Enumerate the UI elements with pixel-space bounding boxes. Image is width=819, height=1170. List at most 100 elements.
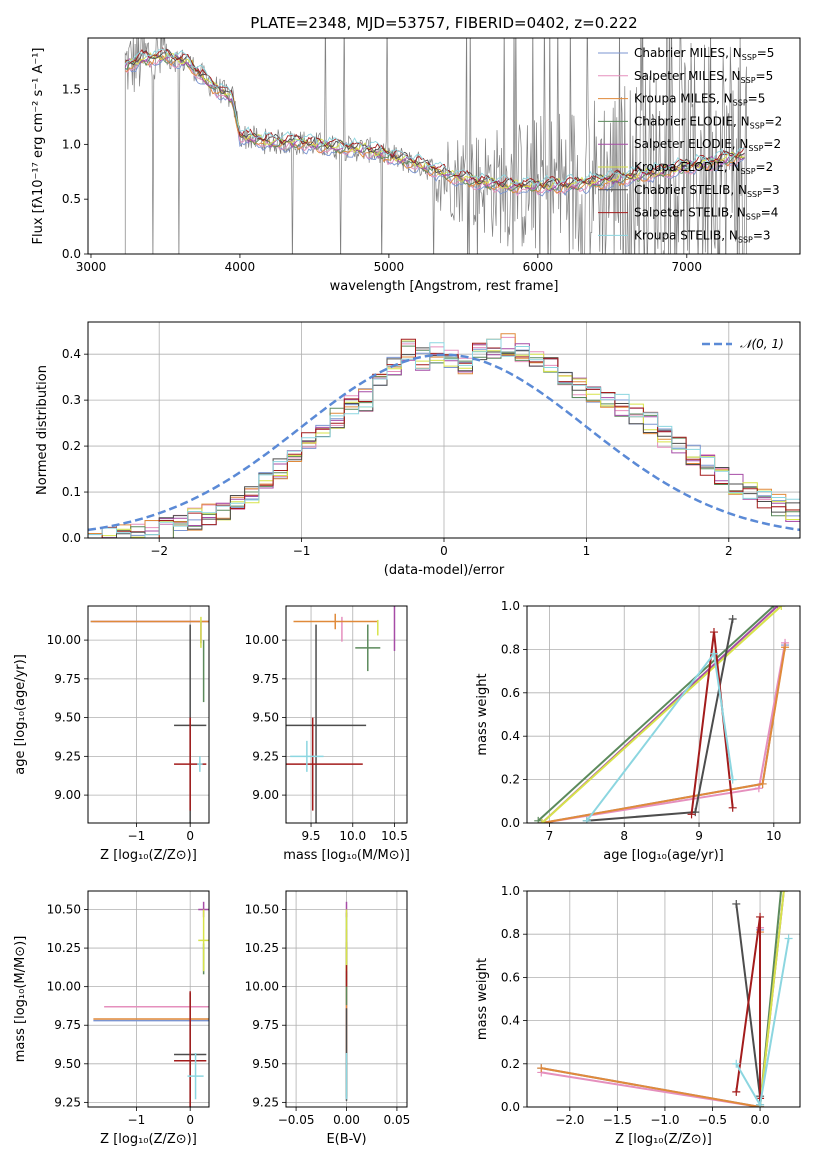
weight-line-kroupa-elodie xyxy=(541,606,782,823)
x-tick-label: 2 xyxy=(725,544,733,558)
plot-area xyxy=(88,891,209,1107)
plot-area xyxy=(527,606,800,823)
weight-line-chabrier-elodie xyxy=(537,606,775,822)
x-tick-label: 5000 xyxy=(374,260,405,274)
legend-tail: =5 xyxy=(748,92,766,106)
x-tick-label: −0.05 xyxy=(278,1113,315,1127)
legend-subscript: SSP xyxy=(747,190,762,199)
x-tick-label: 7 xyxy=(546,829,554,843)
x-axis-label: E(B-V) xyxy=(326,1132,366,1147)
x-tick-label: 10 xyxy=(766,829,781,843)
x-tick-label: −1 xyxy=(293,544,311,558)
y-tick-label: 9.50 xyxy=(54,1057,81,1071)
x-tick-label: −2 xyxy=(150,544,168,558)
x-tick-label: 9.5 xyxy=(301,829,320,843)
x-tick-label: 1 xyxy=(583,544,591,558)
marker-plus xyxy=(687,810,696,819)
x-tick-label: 4000 xyxy=(225,260,256,274)
histogram-chabrier-stelib xyxy=(88,347,800,538)
legend-text: Chabrier MILES, N xyxy=(634,46,742,60)
weight-line-kroupa-elodie xyxy=(759,891,785,1107)
axes-frame xyxy=(87,321,801,539)
y-tick-label: 10.25 xyxy=(47,941,81,955)
chart-title: PLATE=2348, MJD=53757, FIBERID=0402, z=0… xyxy=(250,14,637,32)
marker-plus xyxy=(709,649,718,658)
x-tick-label: 10.5 xyxy=(381,829,408,843)
y-tick-label: 9.75 xyxy=(54,1018,81,1032)
marker-plus xyxy=(776,891,785,895)
marker-plus xyxy=(779,891,788,895)
x-tick-label: −1 xyxy=(128,1113,146,1127)
y-tick-label: 10.00 xyxy=(245,633,279,647)
panel-mass_weight_vs_Z: −2.0 −1.5 −1.0 −0.5 0.0 0.0 0.2 0.4 0.6 0.8 1.0 Z [… xyxy=(475,884,801,1147)
legend-entry: Salpeter STELIB, NSSP=4 xyxy=(634,206,778,222)
y-tick-label: 9.50 xyxy=(252,711,279,725)
y-tick-label: 10.50 xyxy=(245,903,279,917)
legend-tail: =5 xyxy=(757,46,775,60)
y-tick-label: 10.00 xyxy=(47,980,81,994)
y-tick-label: 10.00 xyxy=(245,980,279,994)
panel-spectrum: 3000 4000 5000 6000 7000 0.0 0.5 1.0 1.5 PLATE=23… xyxy=(31,14,801,294)
panel-mass_vs_ebv: −0.05 0.00 0.05 9.25 9.50 9.75 10.00 10.25 10.50… xyxy=(245,890,410,1147)
marker-plus xyxy=(582,816,591,823)
legend-entry: Chabrier STELIB, NSSP=3 xyxy=(634,183,780,199)
histogram-kroupa-miles xyxy=(88,333,800,538)
x-tick-label: 9 xyxy=(695,829,703,843)
x-tick-label: −2.0 xyxy=(555,1113,584,1127)
y-tick-label: 0.2 xyxy=(501,773,520,787)
legend-text: Kroupa MILES, N xyxy=(634,92,733,106)
y-tick-label: 0.0 xyxy=(501,816,520,830)
y-tick-label: 10.25 xyxy=(245,941,279,955)
marker-plus xyxy=(784,934,793,943)
y-tick-label: 9.25 xyxy=(54,1095,81,1109)
weight-line-salpeter-miles xyxy=(541,642,786,823)
x-tick-label: −1.5 xyxy=(603,1113,632,1127)
y-tick-label: 0.4 xyxy=(62,347,81,361)
model-spectrum-salpeter-elodie xyxy=(124,52,745,192)
y-tick-label: 9.25 xyxy=(252,1095,279,1109)
y-tick-label: 9.25 xyxy=(252,749,279,763)
legend-subscript: SSP xyxy=(741,76,756,85)
weight-line-kroupa-miles xyxy=(541,647,786,823)
weight-line-salpeter-miles xyxy=(541,927,761,1107)
x-tick-label: −1 xyxy=(128,829,146,843)
plot-area xyxy=(527,891,800,1107)
axes-frame xyxy=(87,605,210,824)
panel-residuals: −2 −1 0 1 2 0.0 0.1 0.2 0.3 0.4 (data-model)/error… xyxy=(35,321,801,578)
y-tick-label: 1.5 xyxy=(62,83,81,97)
y-tick-label: 0.2 xyxy=(501,1057,520,1071)
x-axis-label: Z [log₁₀(Z/Z⊙)] xyxy=(100,1132,197,1147)
x-tick-label: 0.0 xyxy=(751,1113,770,1127)
model-spectrum-kroupa-stelib xyxy=(124,48,745,187)
histogram-kroupa-stelib xyxy=(88,338,800,538)
legend-entry: Salpeter ELODIE, NSSP=2 xyxy=(634,137,781,153)
legend-entry: Kroupa ELODIE, NSSP=2 xyxy=(634,160,773,176)
y-tick-label: 10.00 xyxy=(47,633,81,647)
legend-tail: =4 xyxy=(761,206,779,220)
x-tick-label: 10.0 xyxy=(339,829,366,843)
x-tick-label: −0.5 xyxy=(698,1113,727,1127)
marker-plus xyxy=(756,1100,765,1107)
x-axis-label: Z [log₁₀(Z/Z⊙)] xyxy=(615,1132,712,1147)
panel-mass_weight_vs_age: 7 8 9 10 0.0 0.2 0.4 0.6 0.8 1.0 age [log₁₀(age/yr… xyxy=(475,599,801,863)
axes-frame xyxy=(87,37,801,255)
legend-subscript: SSP xyxy=(738,235,753,244)
legend-subscript: SSP xyxy=(750,121,765,130)
legend-entry: Chabrier MILES, NSSP=5 xyxy=(634,46,774,62)
model-spectrum-salpeter-miles xyxy=(124,56,745,197)
normal-curve xyxy=(88,353,800,532)
y-tick-label: 0.0 xyxy=(501,1100,520,1114)
x-tick-label: −1.0 xyxy=(650,1113,679,1127)
legend-text: Kroupa STELIB, N xyxy=(634,228,738,242)
marker-plus xyxy=(534,816,543,823)
y-tick-label: 9.00 xyxy=(54,788,81,802)
legend-entry: Chabrier ELODIE, NSSP=2 xyxy=(634,114,782,130)
legend-tail: =2 xyxy=(763,137,781,151)
legend-tail: =5 xyxy=(756,69,774,83)
y-tick-label: 9.00 xyxy=(252,788,279,802)
y-tick-label: 0.0 xyxy=(62,247,81,261)
y-tick-label: 9.50 xyxy=(54,711,81,725)
y-axis-label: Flux [fλ10⁻¹⁷ erg cm⁻² s⁻¹ A⁻¹] xyxy=(31,48,46,245)
marker-plus xyxy=(781,643,790,652)
